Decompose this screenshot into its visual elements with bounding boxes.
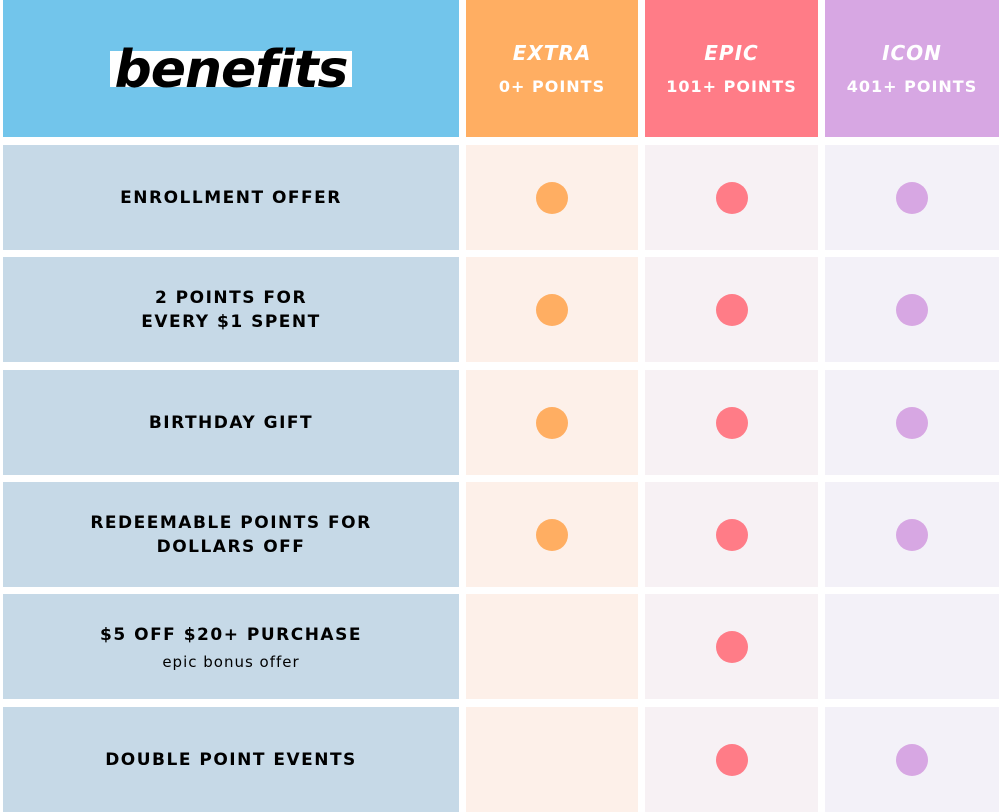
- included-dot-icon: [715, 743, 748, 776]
- tier-points: 101+ POINTS: [666, 77, 797, 96]
- tier-cell-icon: [825, 482, 999, 587]
- benefit-label-cell: $5 OFF $20+ PURCHASE epic bonus offer: [3, 594, 459, 699]
- tier-cell-extra: [466, 145, 638, 250]
- tier-points: 0+ POINTS: [498, 77, 606, 96]
- included-dot-icon: [896, 406, 928, 439]
- benefit-label: ENROLLMENT OFFER: [120, 187, 342, 208]
- benefit-label: $5 OFF $20+ PURCHASE: [100, 624, 362, 645]
- tier-name: EPIC: [704, 41, 759, 65]
- tier-cell-epic: [645, 145, 818, 250]
- tier-cell-extra: [466, 707, 638, 812]
- benefit-label: 2 POINTS FOR EVERY $1 SPENT: [141, 287, 321, 332]
- tier-cell-epic: [645, 482, 818, 587]
- tier-cell-epic: [645, 257, 818, 362]
- tier-cell-icon: [825, 594, 999, 699]
- tier-cell-epic: [645, 370, 818, 475]
- included-dot-icon: [536, 518, 568, 551]
- benefit-label-cell: 2 POINTS FOR EVERY $1 SPENT: [3, 257, 459, 362]
- tier-cell-epic: [645, 707, 818, 812]
- benefit-label-cell: DOUBLE POINT EVENTS: [3, 707, 459, 812]
- included-dot-icon: [896, 518, 928, 551]
- page-title: benefits: [110, 44, 352, 96]
- tier-cell-icon: [825, 370, 999, 475]
- benefit-label-cell: BIRTHDAY GIFT: [3, 370, 459, 475]
- included-dot-icon: [715, 293, 748, 326]
- benefit-label-cell: REDEEMABLE POINTS FOR DOLLARS OFF: [3, 482, 459, 587]
- tier-name: ICON: [882, 41, 942, 65]
- benefit-label: BIRTHDAY GIFT: [148, 412, 314, 433]
- included-dot-icon: [715, 518, 748, 551]
- included-dot-icon: [536, 181, 568, 214]
- tier-cell-extra: [466, 370, 638, 475]
- tier-cell-extra: [466, 482, 638, 587]
- tier-cell-extra: [466, 594, 638, 699]
- tier-cell-icon: [825, 257, 999, 362]
- benefit-sublabel: epic bonus offer: [162, 652, 300, 671]
- benefit-label: DOUBLE POINT EVENTS: [105, 749, 357, 770]
- tier-header-extra: EXTRA 0+ POINTS: [466, 0, 638, 137]
- benefit-label: REDEEMABLE POINTS FOR DOLLARS OFF: [90, 512, 372, 557]
- tier-cell-icon: [825, 707, 999, 812]
- tier-cell-extra: [466, 257, 638, 362]
- tier-header-icon: ICON 401+ POINTS: [825, 0, 999, 137]
- included-dot-icon: [896, 293, 928, 326]
- tier-name: EXTRA: [512, 41, 592, 65]
- tier-header-epic: EPIC 101+ POINTS: [645, 0, 818, 137]
- benefit-label-cell: ENROLLMENT OFFER: [3, 145, 459, 250]
- tier-points: 401+ POINTS: [846, 77, 978, 96]
- included-dot-icon: [896, 743, 928, 776]
- included-dot-icon: [536, 293, 568, 326]
- included-dot-icon: [715, 181, 748, 214]
- tier-cell-epic: [645, 594, 818, 699]
- tier-cell-icon: [825, 145, 999, 250]
- included-dot-icon: [715, 406, 748, 439]
- included-dot-icon: [536, 406, 568, 439]
- included-dot-icon: [896, 181, 928, 214]
- included-dot-icon: [715, 630, 748, 663]
- header-title-cell: benefits: [3, 0, 459, 137]
